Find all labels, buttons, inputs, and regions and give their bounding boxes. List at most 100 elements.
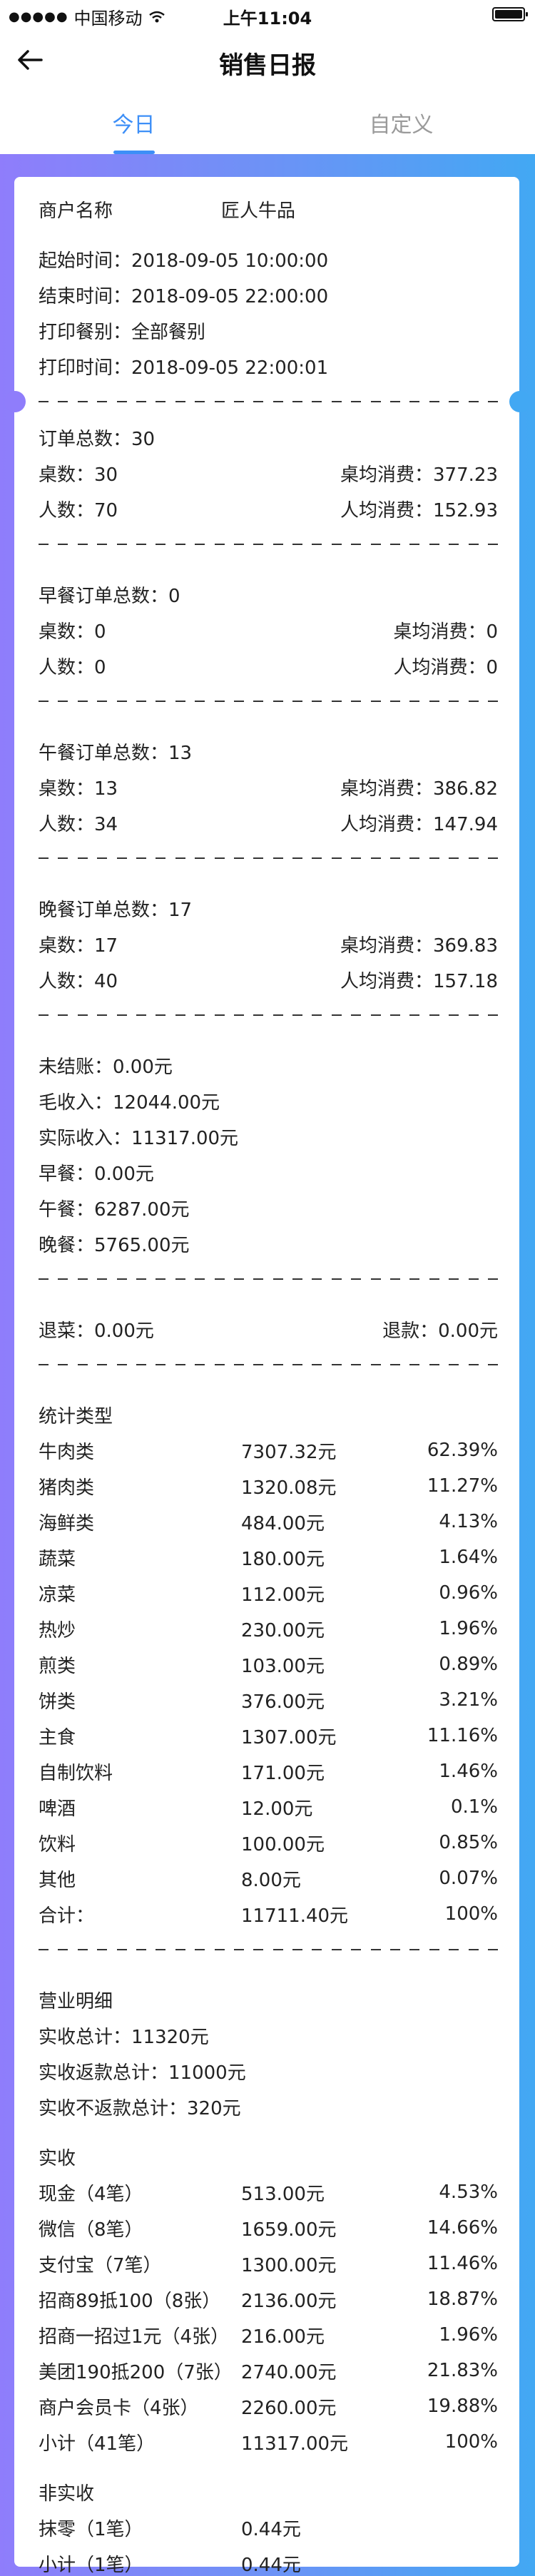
table-cell-amount: 1307.00元: [241, 1726, 337, 1748]
table-cell-name: 主食: [39, 1726, 76, 1748]
dinner-tables-row: 桌数：17 桌均消费：369.83: [39, 926, 498, 962]
end-time: 结束时间：2018-09-05 22:00:00: [39, 285, 329, 307]
table-row: 猪肉类 1320.08元 11.27%: [39, 1468, 498, 1504]
table-cell-pct: 4.53%: [439, 2182, 498, 2203]
breakfast-orders: 早餐订单总数：0: [39, 585, 180, 607]
lunch-people-row: 人数：34 人均消费：147.94: [39, 805, 498, 840]
dinner-person-avg: 人均消费：157.18: [340, 970, 498, 992]
lunch-people: 人数：34: [39, 813, 118, 835]
status-left: ●●●●● 中国移动: [9, 4, 165, 29]
table-cell-amount: 103.00元: [241, 1655, 325, 1677]
table-cell-pct: 1.96%: [439, 2324, 498, 2346]
table-row: 热炒 230.00元 1.96%: [39, 1611, 498, 1646]
tab-label: 自定义: [369, 113, 434, 138]
table-cell-name: 招商一招过1元（4张）: [39, 2326, 230, 2348]
table-cell-name: 海鲜类: [39, 1512, 95, 1534]
table-cell-pct: 0.85%: [439, 1832, 498, 1853]
table-cell-name: 支付宝（7笔）: [39, 2254, 162, 2276]
dinner-people: 人数：40: [39, 970, 118, 992]
table-row: 招商89抵100（8张） 2136.00元 18.87%: [39, 2281, 498, 2317]
dinner-people-row: 人数：40 人均消费：157.18: [39, 962, 498, 997]
business-refundable: 实收返款总计：11000元: [39, 2062, 246, 2084]
refund-amount: 退款：0.00元: [382, 1320, 498, 1342]
dashed-divider: [39, 840, 498, 876]
income-unsettled: 未结账：0.00元: [39, 1056, 173, 1078]
table-cell-pct: 3.21%: [439, 1689, 498, 1711]
income-lunch: 午餐：6287.00元: [39, 1198, 190, 1221]
table-cell-amount: 0.44元: [241, 2554, 301, 2576]
merchant-name: 匠人牛品: [221, 200, 296, 222]
table-cell-name: 煎类: [39, 1655, 76, 1677]
table-cell-amount: 2136.00元: [241, 2290, 337, 2312]
non-received-table: 抹零（1笔） 0.44元小计（1笔） 0.44元: [39, 2510, 498, 2576]
table-cell-amount: 8.00元: [241, 1869, 301, 1891]
table-row: 牛肉类 7307.32元 62.39%: [39, 1432, 498, 1468]
summary-people: 人数：70: [39, 499, 118, 521]
merchant-label: 商户名称: [39, 200, 113, 222]
table-cell-amount: 484.00元: [241, 1512, 325, 1534]
table-cell-pct: 100%: [444, 2431, 498, 2453]
table-row: 现金（4笔） 513.00元 4.53%: [39, 2174, 498, 2210]
start-time: 起始时间：2018-09-05 10:00:00: [39, 250, 329, 272]
table-cell-amount: 230.00元: [241, 1619, 325, 1641]
table-cell-name: 现金（4笔）: [39, 2183, 143, 2205]
table-cell-name: 其他: [39, 1869, 76, 1891]
table-cell-name: 美团190抵200（7张）: [39, 2361, 233, 2383]
table-row: 招商一招过1元（4张） 216.00元 1.96%: [39, 2317, 498, 2353]
table-row: 海鲜类 484.00元 4.13%: [39, 1504, 498, 1539]
back-button[interactable]: [11, 41, 49, 78]
tab-label: 今日: [112, 113, 156, 138]
table-row: 饮料 100.00元 0.85%: [39, 1825, 498, 1860]
summary-orders: 订单总数：30: [39, 428, 156, 450]
table-cell-pct: 18.87%: [427, 2289, 498, 2310]
table-cell-name: 蔬菜: [39, 1548, 76, 1570]
dinner-orders: 晚餐订单总数：17: [39, 899, 193, 921]
table-cell-pct: 11.16%: [427, 1725, 498, 1746]
summary-tables: 桌数：30: [39, 464, 118, 486]
table-cell-name: 自制饮料: [39, 1762, 113, 1784]
table-cell-name: 小计（1笔）: [39, 2554, 143, 2576]
table-cell-amount: 1300.00元: [241, 2254, 337, 2276]
table-row: 小计（41笔） 11317.00元 100%: [39, 2424, 498, 2460]
signal-icon: ●●●●●: [9, 9, 68, 24]
lunch-person-avg: 人均消费：147.94: [340, 813, 498, 835]
stats-table: 牛肉类 7307.32元 62.39% 猪肉类 1320.08元 11.27% 海鲜类 484…: [39, 1432, 498, 1932]
table-row: 微信（8笔） 1659.00元 14.66%: [39, 2210, 498, 2246]
lunch-tables: 桌数：13: [39, 778, 118, 800]
tab-today[interactable]: 今日: [0, 91, 268, 154]
table-cell-amount: 12.00元: [241, 1798, 313, 1820]
tab-bar: 今日 自定义: [0, 91, 535, 154]
table-cell-name: 微信（8笔）: [39, 2219, 143, 2241]
breakfast-table-avg: 桌均消费：0: [393, 621, 498, 643]
table-cell-name: 热炒: [39, 1619, 76, 1641]
table-cell-name: 饮料: [39, 1833, 76, 1855]
table-row: 支付宝（7笔） 1300.00元 11.46%: [39, 2246, 498, 2281]
table-cell-amount: 2740.00元: [241, 2361, 337, 2383]
table-row: 合计： 11711.40元 100%: [39, 1896, 498, 1932]
tab-custom[interactable]: 自定义: [268, 91, 535, 154]
table-row: 煎类 103.00元 0.89%: [39, 1646, 498, 1682]
summary-table-avg: 桌均消费：377.23: [340, 464, 498, 486]
table-cell-amount: 513.00元: [241, 2183, 325, 2205]
breakfast-people: 人数：0: [39, 656, 106, 678]
income-actual: 实际收入：11317.00元: [39, 1127, 239, 1149]
table-cell-pct: 14.66%: [427, 2217, 498, 2239]
received-title: 实收: [39, 2147, 76, 2169]
table-cell-name: 抹零（1笔）: [39, 2518, 143, 2540]
table-cell-name: 猪肉类: [39, 1477, 95, 1499]
breakfast-people-row: 人数：0 人均消费：0: [39, 648, 498, 683]
table-row: 蔬菜 180.00元 1.64%: [39, 1539, 498, 1575]
dashed-divider: [39, 1261, 498, 1297]
merchant-row: 商户名称 匠人牛品: [39, 191, 498, 227]
table-cell-amount: 171.00元: [241, 1762, 325, 1784]
table-cell-name: 招商89抵100（8张）: [39, 2290, 221, 2312]
table-cell-pct: 4.13%: [439, 1511, 498, 1532]
wifi-icon: [148, 11, 165, 22]
table-cell-pct: 1.96%: [439, 1618, 498, 1639]
summary-person-avg: 人均消费：152.93: [340, 499, 498, 521]
received-table: 现金（4笔） 513.00元 4.53% 微信（8笔） 1659.00元 14.66% 支付…: [39, 2174, 498, 2460]
table-row: 抹零（1笔） 0.44元: [39, 2510, 498, 2545]
carrier-label: 中国移动: [73, 9, 143, 29]
print-meal: 打印餐别：全部餐别: [39, 321, 206, 343]
business-non-refundable: 实收不返款总计：320元: [39, 2097, 241, 2119]
